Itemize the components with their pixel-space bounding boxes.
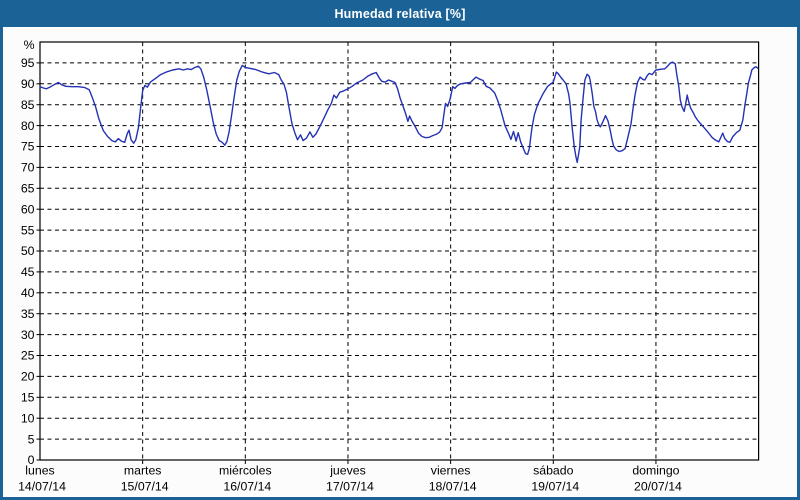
y-tick-label: 80 bbox=[21, 119, 35, 133]
y-tick-label: 85 bbox=[21, 98, 35, 112]
y-tick-label: 15 bbox=[21, 391, 35, 405]
y-axis-unit-label: % bbox=[24, 38, 35, 52]
y-tick-label: 70 bbox=[21, 161, 35, 175]
y-tick-label: 75 bbox=[21, 140, 35, 154]
y-tick-label: 35 bbox=[21, 307, 35, 321]
y-tick-label: 5 bbox=[28, 432, 35, 446]
page-title: Humedad relativa [%] bbox=[334, 6, 466, 21]
humidity-line bbox=[39, 61, 759, 164]
y-tick-label: 40 bbox=[21, 286, 35, 300]
day-date-label: 20/07/14 bbox=[634, 480, 682, 494]
chart-canvas: 0 5 10 15 20 25 30 35 40 45 50 55 60 65 70 75 80 85 90 95% l… bbox=[3, 27, 797, 497]
y-tick-label: 10 bbox=[21, 411, 35, 425]
day-date-label: 15/07/14 bbox=[121, 480, 169, 494]
y-tick-label: 90 bbox=[21, 77, 35, 91]
day-date-label: 18/07/14 bbox=[429, 480, 477, 494]
y-tick-label: 30 bbox=[21, 328, 35, 342]
day-name-label: lunes bbox=[25, 464, 54, 478]
day-name-label: sábado bbox=[533, 464, 574, 478]
y-tick-label: 25 bbox=[21, 349, 35, 363]
y-tick-label: 20 bbox=[21, 370, 35, 384]
y-tick-label: 65 bbox=[21, 182, 35, 196]
day-date-label: 16/07/14 bbox=[223, 480, 271, 494]
day-date-label: 14/07/14 bbox=[18, 480, 66, 494]
y-tick-label: 95 bbox=[21, 56, 35, 70]
day-name-label: martes bbox=[124, 464, 162, 478]
y-tick-label: 55 bbox=[21, 223, 35, 237]
y-tick-label: 45 bbox=[21, 265, 35, 279]
y-tick-label: 0 bbox=[28, 453, 35, 467]
y-tick-label: 50 bbox=[21, 244, 35, 258]
day-name-label: jueves bbox=[329, 464, 366, 478]
day-name-label: viernes bbox=[431, 464, 471, 478]
day-date-label: 17/07/14 bbox=[326, 480, 374, 494]
humidity-chart: 0 5 10 15 20 25 30 35 40 45 50 55 60 65 70 75 80 85 90 95% l… bbox=[18, 38, 760, 494]
day-name-label: domingo bbox=[632, 464, 679, 478]
chart-titlebar: Humedad relativa [%] bbox=[0, 0, 800, 27]
y-tick-label: 60 bbox=[21, 202, 35, 216]
day-name-label: miércoles bbox=[219, 464, 272, 478]
plot-area bbox=[39, 41, 760, 461]
day-date-label: 19/07/14 bbox=[531, 480, 579, 494]
